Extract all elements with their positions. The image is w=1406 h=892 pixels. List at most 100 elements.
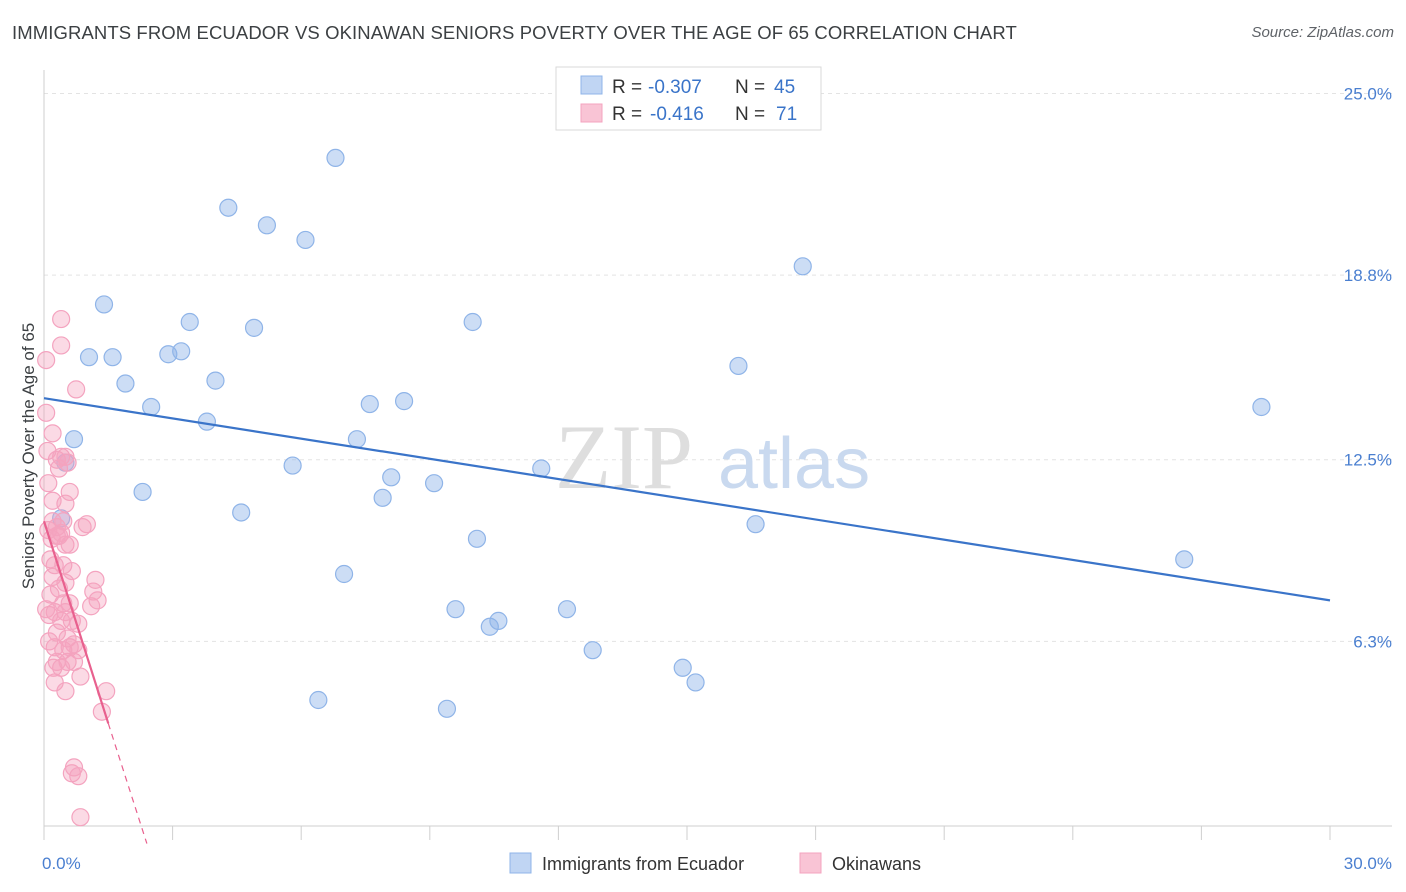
point-okinawans-61: [69, 767, 88, 786]
point-okinawans-36: [58, 652, 77, 672]
point-ecuador-13: [206, 371, 225, 390]
legend-r-value-1: -0.307: [648, 77, 702, 98]
point-ecuador-25: [373, 488, 392, 507]
point-okinawans-22: [52, 309, 71, 329]
chart-title: IMMIGRANTS FROM ECUADOR VS OKINAWAN SENI…: [12, 22, 1017, 43]
bottom-legend-swatch-okinawans: [799, 852, 822, 874]
y-axis-label: Seniors Poverty Over the Age of 65: [19, 323, 38, 589]
watermark: ZIP atlas: [555, 406, 870, 508]
point-ecuador-34: [489, 611, 508, 630]
point-ecuador-12: [197, 412, 216, 431]
point-ecuador-2: [64, 430, 84, 449]
point-okinawans-8: [43, 424, 62, 443]
point-okinawans-50: [71, 667, 90, 686]
point-ecuador-8: [142, 397, 161, 417]
point-ecuador-41: [746, 515, 765, 534]
point-okinawans-55: [86, 570, 105, 589]
point-okinawans-39: [60, 535, 79, 554]
point-okinawans-68: [54, 512, 73, 531]
point-okinawans-0: [37, 350, 56, 370]
point-ecuador-44: [1252, 397, 1271, 417]
y-tick-labels: 6.3% 12.5% 18.8% 25.0%: [1344, 84, 1392, 651]
point-ecuador-5: [103, 348, 122, 367]
watermark-zip: ZIP: [555, 406, 693, 508]
data-points: [37, 148, 1271, 827]
legend-stats: R = -0.307 N = 45 R = -0.416 N = 71: [555, 66, 822, 131]
point-okinawans-67: [49, 459, 69, 478]
point-ecuador-43: [1175, 550, 1194, 569]
point-ecuador-7: [133, 482, 152, 502]
watermark-atlas: atlas: [718, 424, 870, 504]
point-okinawans-69: [64, 635, 84, 654]
point-ecuador-38: [673, 658, 692, 677]
trend-lines: [42, 397, 1331, 844]
source-credit: Source: ZipAtlas.com: [1251, 24, 1394, 41]
x-tick-label-end: 30.0%: [1344, 854, 1392, 873]
legend-n-label-1: N =: [735, 77, 765, 98]
y-tick-label-0: 6.3%: [1353, 632, 1392, 651]
point-ecuador-42: [793, 257, 812, 276]
trend-line-ecuador: [43, 397, 1331, 602]
point-ecuador-17: [257, 216, 277, 235]
point-ecuador-40: [729, 356, 748, 376]
trend-line-okinawans: [42, 520, 110, 724]
point-ecuador-29: [437, 699, 457, 718]
point-ecuador-24: [360, 394, 379, 414]
point-okinawans-56: [88, 591, 107, 610]
point-okinawans-3: [39, 474, 58, 493]
bottom-legend-label-ecuador: Immigrants from Ecuador: [542, 854, 744, 874]
point-okinawans-40: [62, 561, 81, 581]
legend-swatch-okinawans: [580, 103, 603, 123]
point-ecuador-14: [219, 198, 238, 217]
point-ecuador-27: [394, 392, 414, 411]
point-ecuador-10: [172, 342, 191, 361]
point-okinawans-23: [52, 336, 71, 355]
bottom-legend-swatch-ecuador: [509, 852, 532, 874]
point-ecuador-21: [326, 148, 345, 168]
point-okinawans-60: [64, 758, 84, 777]
point-ecuador-32: [467, 529, 487, 548]
point-ecuador-30: [446, 600, 465, 619]
legend-n-value-1: 45: [774, 77, 795, 98]
point-okinawans-47: [67, 380, 86, 399]
point-okinawans-64: [40, 632, 59, 651]
point-ecuador-4: [79, 348, 99, 367]
point-okinawans-62: [71, 808, 90, 827]
point-okinawans-54: [84, 582, 103, 601]
legend-n-value-2: 71: [776, 104, 797, 125]
bottom-legend-label-okinawans: Okinawans: [832, 854, 921, 874]
point-okinawans-63: [37, 600, 56, 619]
point-ecuador-15: [232, 503, 251, 522]
point-ecuador-26: [382, 468, 401, 487]
point-okinawans-37: [56, 682, 75, 701]
point-ecuador-39: [686, 673, 705, 692]
y-tick-label-2: 18.8%: [1344, 266, 1392, 285]
point-ecuador-20: [309, 690, 328, 710]
point-ecuador-11: [180, 312, 199, 332]
legend-series: Immigrants from Ecuador Okinawans: [509, 852, 921, 874]
y-tick-label-1: 12.5%: [1344, 451, 1392, 470]
point-okinawans-1: [37, 403, 56, 422]
x-tick-labels: 0.0% 30.0%: [42, 854, 1392, 873]
legend-swatch-ecuador: [580, 75, 603, 95]
point-ecuador-18: [283, 456, 302, 475]
point-ecuador-16: [244, 318, 264, 337]
point-ecuador-6: [116, 374, 135, 393]
point-ecuador-3: [94, 295, 114, 314]
point-ecuador-23: [347, 430, 367, 449]
legend-r-value-2: -0.416: [650, 104, 704, 125]
point-ecuador-37: [583, 641, 602, 660]
point-ecuador-31: [463, 312, 482, 332]
point-okinawans-31: [56, 494, 75, 513]
point-ecuador-36: [557, 600, 577, 619]
point-ecuador-28: [424, 474, 444, 493]
point-okinawans-28: [52, 611, 71, 630]
x-tick-label-start: 0.0%: [42, 854, 81, 873]
legend-r-label-1: R =: [612, 77, 642, 98]
grid-lines: [44, 92, 1392, 642]
axes: [43, 70, 1392, 840]
point-ecuador-22: [334, 564, 354, 584]
point-ecuador-19: [296, 230, 315, 250]
point-okinawans-38: [60, 482, 79, 502]
